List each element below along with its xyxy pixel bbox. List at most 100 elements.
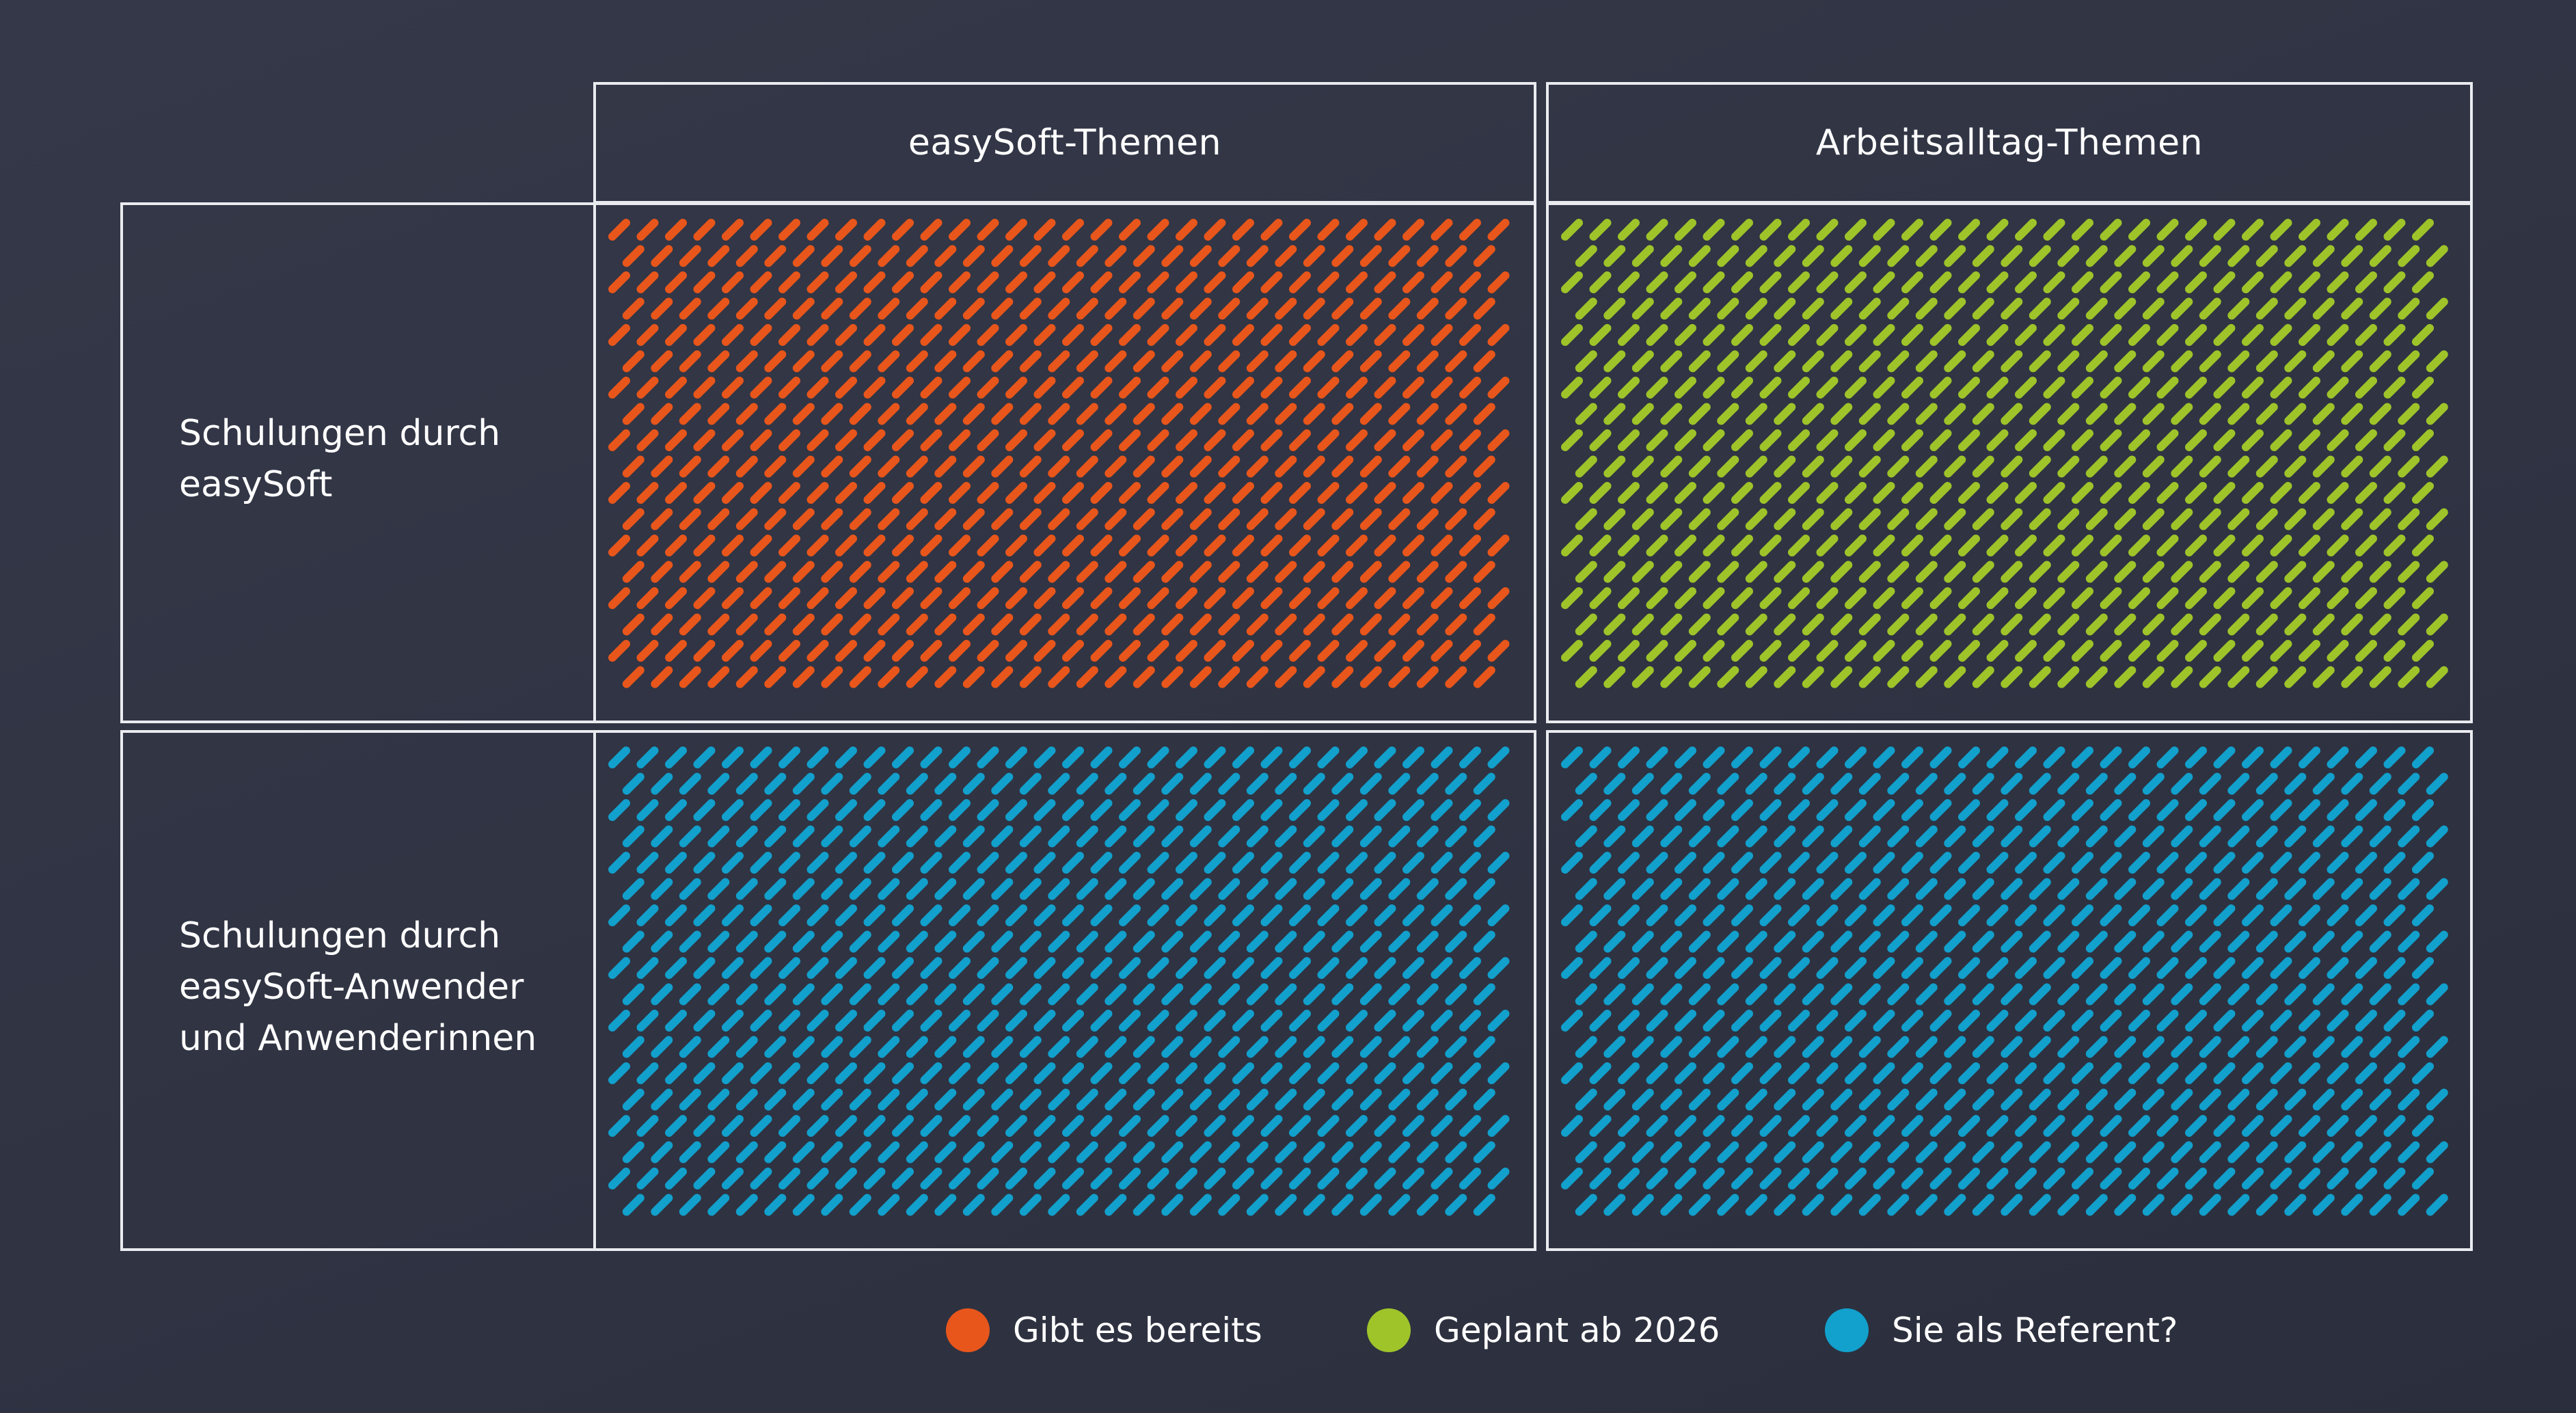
dash-mark — [2156, 1168, 2179, 1189]
dash-mark — [1845, 219, 1867, 241]
dash-mark — [1176, 219, 1197, 241]
dash-mark — [2426, 1036, 2448, 1058]
dash-mark — [608, 587, 630, 609]
dash-mark — [1688, 666, 1711, 688]
dash-mark — [1346, 482, 1368, 504]
dash-mark — [1618, 429, 1640, 451]
dash-mark — [2015, 535, 2037, 556]
dash-mark — [1388, 825, 1411, 848]
dash-mark — [1090, 1010, 1113, 1032]
dash-mark — [1958, 1168, 1980, 1189]
dash-mark — [1830, 508, 1853, 530]
dash-mark — [1887, 245, 1910, 267]
dash-mark — [1161, 403, 1184, 425]
dash-mark — [792, 772, 815, 795]
dash-mark — [707, 930, 730, 953]
dash-mark — [1317, 377, 1340, 399]
dash-mark — [1176, 271, 1197, 293]
dash-mark — [1703, 799, 1725, 821]
dash-mark — [2327, 324, 2349, 346]
dash-mark — [1218, 297, 1240, 320]
dash-mark — [2128, 587, 2150, 609]
dash-mark — [1873, 482, 1895, 504]
dash-mark — [636, 219, 659, 241]
dash-mark — [2255, 561, 2278, 583]
dash-mark — [1675, 377, 1696, 399]
dash-mark — [2426, 561, 2448, 583]
dash-mark — [679, 878, 701, 900]
dash-mark — [665, 482, 687, 504]
dash-mark — [1204, 482, 1226, 504]
dash-mark — [2227, 613, 2250, 636]
dash-mark — [1275, 983, 1297, 1006]
dash-mark — [2412, 482, 2434, 504]
dash-mark — [2341, 983, 2363, 1006]
dash-mark — [608, 746, 630, 768]
dash-mark — [1731, 1168, 1753, 1189]
dash-mark — [1774, 613, 1796, 636]
dash-mark — [1076, 245, 1098, 267]
dash-mark — [1816, 746, 1839, 768]
dash-mark — [1589, 429, 1612, 451]
dash-mark — [1816, 1168, 1839, 1189]
dash-mark — [2128, 535, 2150, 556]
dash-mark — [1204, 799, 1226, 821]
dash-mark — [1445, 1036, 1467, 1058]
dash-mark — [722, 640, 744, 662]
dash-mark — [1774, 561, 1796, 583]
dash-mark — [1759, 429, 1782, 451]
column-header-arbeitsalltag-themen: Arbeitsalltag-Themen — [1546, 82, 2473, 204]
dash-mark — [1133, 930, 1155, 953]
dash-mark — [2001, 455, 2023, 478]
dash-mark — [1929, 746, 1952, 768]
dash-mark — [1161, 772, 1184, 795]
dash-mark — [1445, 508, 1467, 530]
dash-mark — [2213, 957, 2236, 979]
dash-mark — [1845, 1062, 1867, 1084]
dash-mark — [2355, 1010, 2377, 1032]
dash-mark — [2227, 403, 2250, 425]
dash-mark — [2383, 904, 2406, 926]
dash-mark — [1104, 245, 1127, 267]
dash-mark — [1774, 508, 1796, 530]
dash-mark — [2299, 482, 2320, 504]
dash-mark — [977, 799, 999, 821]
dash-mark — [1445, 350, 1467, 373]
dash-mark — [1603, 930, 1626, 953]
dash-mark — [679, 772, 701, 795]
dash-pattern — [608, 219, 1510, 688]
dash-mark — [1887, 613, 1910, 636]
dash-mark — [949, 1062, 971, 1084]
dash-mark — [1944, 403, 1966, 425]
dash-mark — [2270, 271, 2292, 293]
dash-mark — [1459, 535, 1481, 556]
dash-mark — [2213, 271, 2236, 293]
dash-mark — [693, 799, 716, 821]
dash-mark — [2255, 772, 2278, 795]
dash-mark — [1901, 957, 1923, 979]
dash-mark — [1717, 1088, 1739, 1111]
dash-mark — [1473, 297, 1495, 320]
dash-mark — [1204, 535, 1226, 556]
dash-mark — [1246, 508, 1269, 530]
dash-mark — [778, 219, 800, 241]
dash-mark — [707, 878, 730, 900]
dash-mark — [2072, 535, 2093, 556]
dash-mark — [679, 983, 701, 1006]
dash-mark — [962, 613, 985, 636]
dash-mark — [2341, 1036, 2363, 1058]
dash-mark — [1958, 799, 1980, 821]
dash-mark — [2299, 324, 2320, 346]
dash-mark — [2270, 746, 2292, 768]
dash-mark — [2185, 219, 2207, 241]
dash-mark — [1603, 613, 1626, 636]
dash-mark — [1289, 271, 1311, 293]
dash-mark — [2213, 324, 2236, 346]
dash-mark — [2156, 271, 2179, 293]
dash-mark — [1958, 271, 1980, 293]
dash-mark — [2100, 1168, 2122, 1189]
dash-mark — [1260, 799, 1283, 821]
dash-mark — [1972, 983, 1994, 1006]
dash-mark — [920, 640, 943, 662]
dash-mark — [722, 852, 744, 874]
